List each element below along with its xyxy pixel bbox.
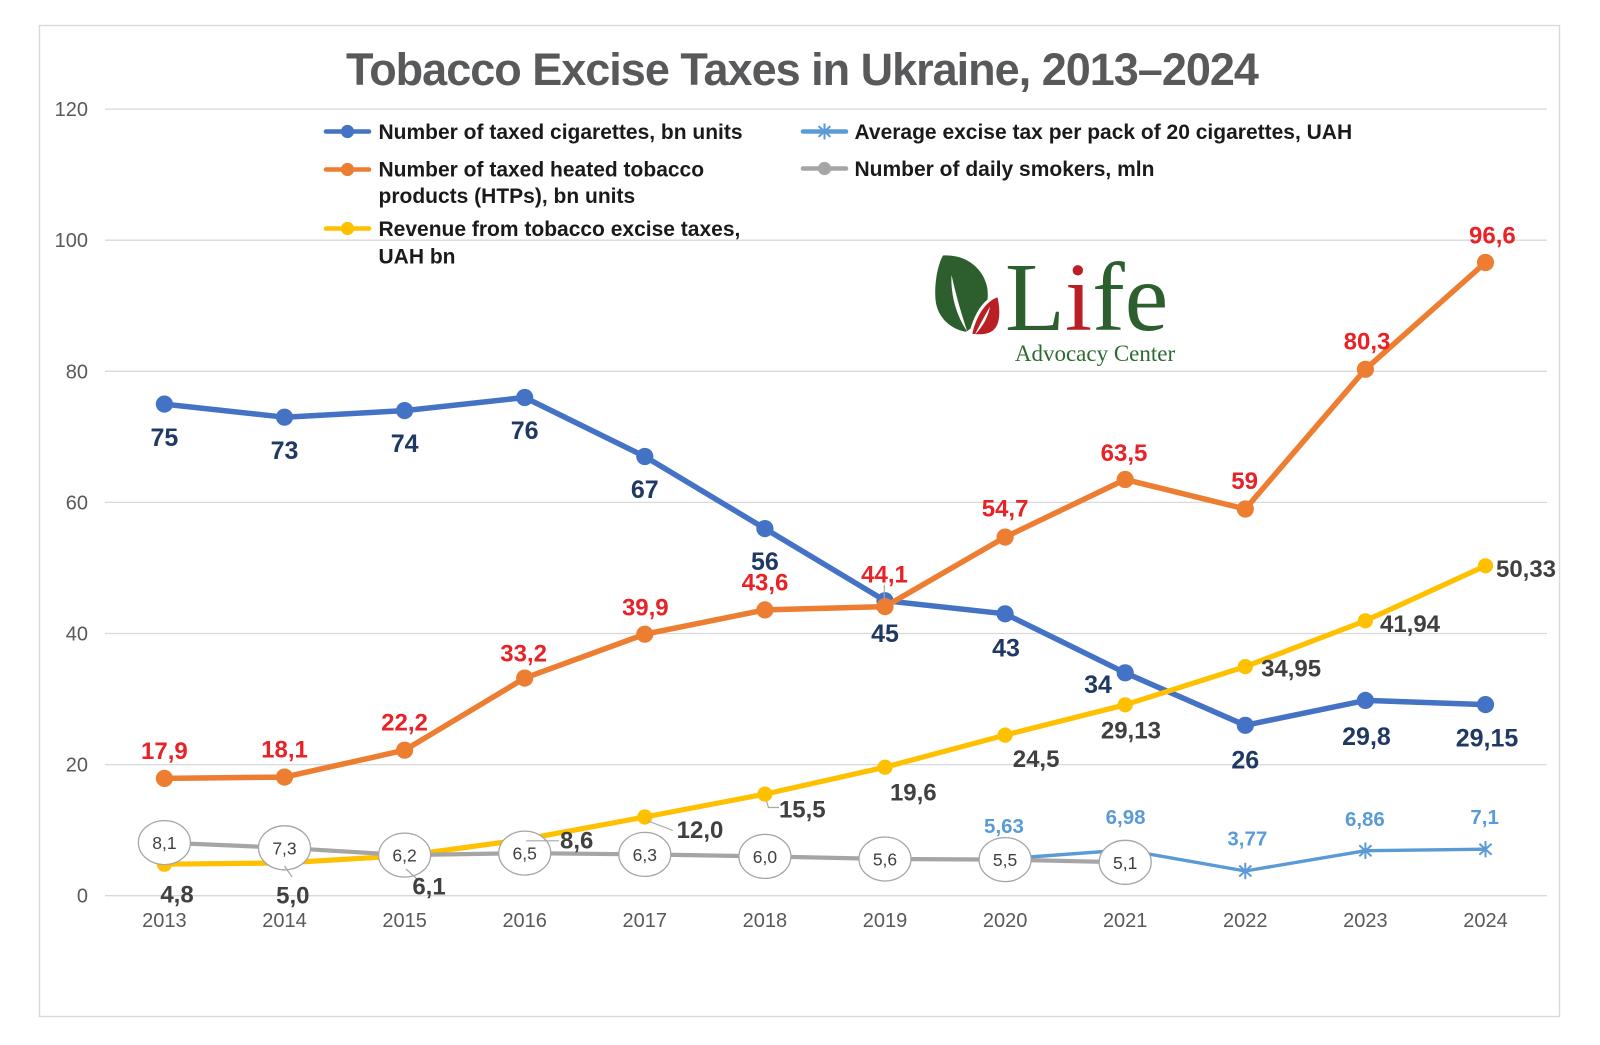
- svg-text:5,5: 5,5: [993, 850, 1017, 870]
- svg-text:73: 73: [271, 437, 299, 465]
- svg-text:120: 120: [55, 99, 88, 121]
- svg-text:5,0: 5,0: [276, 882, 309, 909]
- svg-text:5,6: 5,6: [873, 850, 897, 870]
- svg-text:74: 74: [391, 430, 419, 458]
- svg-text:2023: 2023: [1343, 910, 1388, 932]
- svg-text:Number of taxed heated tobacco: Number of taxed heated tobacco: [379, 159, 705, 182]
- svg-text:2019: 2019: [863, 910, 908, 932]
- svg-text:2016: 2016: [502, 910, 547, 932]
- svg-text:2014: 2014: [262, 910, 307, 932]
- svg-text:12,0: 12,0: [677, 817, 724, 844]
- svg-text:67: 67: [631, 476, 659, 504]
- svg-text:products (HTPs), bn units: products (HTPs), bn units: [379, 185, 636, 208]
- svg-text:Life: Life: [1005, 244, 1168, 352]
- svg-text:Average excise tax per pack of: Average excise tax per pack of 20 cigare…: [855, 121, 1353, 144]
- svg-text:100: 100: [55, 230, 88, 252]
- svg-text:80,3: 80,3: [1344, 329, 1391, 356]
- svg-text:2013: 2013: [142, 910, 187, 932]
- svg-text:7,3: 7,3: [272, 838, 296, 858]
- svg-text:5,1: 5,1: [1113, 853, 1137, 873]
- svg-text:44,1: 44,1: [861, 562, 908, 589]
- svg-text:UAH bn: UAH bn: [379, 246, 456, 269]
- svg-text:Number of daily smokers, mln: Number of daily smokers, mln: [855, 158, 1155, 181]
- svg-text:6,5: 6,5: [513, 844, 537, 864]
- svg-text:3,77: 3,77: [1227, 827, 1267, 850]
- svg-text:54,7: 54,7: [982, 496, 1029, 523]
- svg-text:34: 34: [1084, 671, 1112, 699]
- svg-text:2018: 2018: [743, 910, 788, 932]
- svg-text:50,33: 50,33: [1496, 556, 1556, 583]
- svg-text:Revenue from tobacco excise ta: Revenue from tobacco excise taxes,: [379, 218, 741, 241]
- svg-text:41,94: 41,94: [1380, 611, 1441, 638]
- svg-text:33,2: 33,2: [500, 641, 547, 668]
- svg-text:96,6: 96,6: [1469, 223, 1516, 250]
- svg-text:2017: 2017: [623, 910, 668, 932]
- svg-text:2022: 2022: [1223, 910, 1268, 932]
- svg-text:24,5: 24,5: [1013, 746, 1060, 773]
- svg-text:6,2: 6,2: [392, 846, 416, 866]
- svg-text:8,1: 8,1: [152, 833, 176, 853]
- svg-text:5,63: 5,63: [984, 815, 1024, 838]
- svg-text:2020: 2020: [983, 910, 1028, 932]
- svg-text:Tobacco Excise Taxes in Ukrain: Tobacco Excise Taxes in Ukraine, 2013–20…: [346, 44, 1259, 95]
- svg-text:6,1: 6,1: [412, 874, 445, 901]
- svg-text:6,0: 6,0: [753, 847, 778, 867]
- svg-text:26: 26: [1231, 747, 1259, 775]
- svg-text:2021: 2021: [1103, 910, 1148, 932]
- svg-text:43,6: 43,6: [742, 570, 789, 597]
- svg-text:18,1: 18,1: [261, 737, 308, 764]
- svg-text:80: 80: [66, 361, 88, 383]
- svg-text:56: 56: [751, 548, 779, 576]
- svg-text:43: 43: [992, 635, 1020, 663]
- svg-text:6,98: 6,98: [1106, 806, 1146, 829]
- svg-text:39,9: 39,9: [622, 595, 669, 622]
- svg-text:45: 45: [871, 620, 899, 648]
- svg-text:15,5: 15,5: [779, 797, 826, 824]
- svg-text:29,13: 29,13: [1101, 718, 1161, 745]
- svg-text:4,8: 4,8: [160, 882, 193, 909]
- svg-text:Advocacy Center: Advocacy Center: [1015, 341, 1176, 366]
- svg-text:0: 0: [77, 886, 88, 908]
- svg-text:6,86: 6,86: [1345, 808, 1385, 831]
- svg-text:6,3: 6,3: [633, 845, 657, 865]
- svg-text:8,6: 8,6: [560, 828, 593, 855]
- svg-text:29,8: 29,8: [1342, 723, 1391, 751]
- svg-text:17,9: 17,9: [141, 738, 188, 765]
- svg-text:22,2: 22,2: [381, 710, 428, 737]
- svg-text:2015: 2015: [382, 910, 427, 932]
- svg-text:76: 76: [511, 417, 539, 445]
- svg-text:59: 59: [1231, 468, 1258, 495]
- svg-text:7,1: 7,1: [1470, 806, 1499, 829]
- svg-text:29,15: 29,15: [1456, 725, 1519, 753]
- svg-text:60: 60: [66, 492, 88, 514]
- svg-text:40: 40: [66, 624, 88, 646]
- svg-text:63,5: 63,5: [1101, 440, 1148, 467]
- svg-text:20: 20: [66, 755, 88, 777]
- svg-text:2024: 2024: [1463, 910, 1508, 932]
- svg-text:19,6: 19,6: [890, 780, 937, 807]
- svg-text:75: 75: [150, 424, 178, 452]
- svg-text:34,95: 34,95: [1261, 656, 1321, 683]
- svg-text:Number of taxed cigarettes, bn: Number of taxed cigarettes, bn units: [379, 121, 743, 144]
